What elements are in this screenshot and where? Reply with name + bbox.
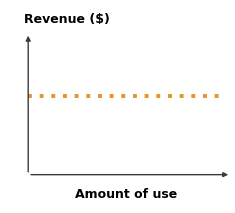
Text: Revenue ($): Revenue ($) <box>24 13 110 26</box>
Text: Amount of use: Amount of use <box>74 188 177 201</box>
